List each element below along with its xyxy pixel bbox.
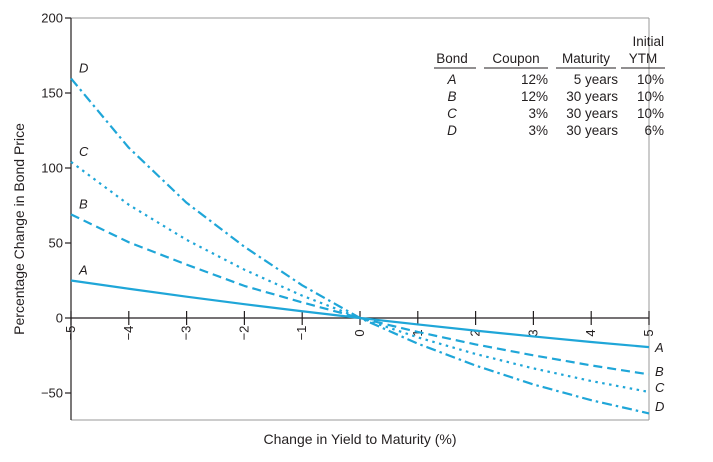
legend-cell: A xyxy=(446,72,456,87)
series-line-c xyxy=(70,160,650,394)
x-tick-label: 5 xyxy=(641,329,656,336)
legend-cell: 3% xyxy=(528,123,548,138)
legend-cell: 12% xyxy=(521,89,548,104)
legend-cell: D xyxy=(447,123,457,138)
legend-cell: 30 years xyxy=(566,123,618,138)
x-tick-label: 2 xyxy=(468,329,483,336)
legend-cell: 10% xyxy=(637,106,664,121)
series-label-left-a: A xyxy=(78,263,88,278)
legend-header: Coupon xyxy=(492,51,539,66)
x-tick-label: 3 xyxy=(525,329,540,336)
series-label-right-c: C xyxy=(655,380,665,395)
x-tick-label: −2 xyxy=(236,326,251,341)
x-tick-label: 0 xyxy=(352,329,367,336)
y-tick-label: 150 xyxy=(41,86,63,101)
x-tick-label: 1 xyxy=(410,329,425,336)
y-tick-label: 100 xyxy=(41,161,63,176)
legend-cell: B xyxy=(447,89,456,104)
axis-ticks: 200 150 100 50 0 −50 −5 −4 −3 −2 −1 0 1 2 3 4 5 xyxy=(41,11,656,401)
legend-cell: 30 years xyxy=(566,106,618,121)
series-lines xyxy=(70,77,650,415)
chart-frame xyxy=(70,17,650,421)
x-axis-title: Change in Yield to Maturity (%) xyxy=(264,431,457,447)
legend-cell: 10% xyxy=(637,72,664,87)
series-label-left-b: B xyxy=(79,196,88,211)
legend-cell: C xyxy=(447,106,457,121)
x-tick-label: −4 xyxy=(121,326,136,341)
legend-header: YTM xyxy=(629,51,658,66)
series-line-b xyxy=(70,213,650,376)
legend-header-line1: Initial xyxy=(632,34,664,49)
y-tick-label: 50 xyxy=(49,236,63,251)
series-label-right-b: B xyxy=(655,364,664,379)
legend-cell: 3% xyxy=(528,106,548,121)
y-tick-label: −50 xyxy=(41,386,63,401)
series-label-right-a: A xyxy=(654,340,664,355)
y-tick-label: 200 xyxy=(41,11,63,26)
series-label-left-c: C xyxy=(79,144,89,159)
x-tick-label: −5 xyxy=(63,326,78,341)
x-tick-label: −1 xyxy=(294,326,309,341)
series-line-d xyxy=(70,77,650,415)
legend-cell: 12% xyxy=(521,72,548,87)
legend-cell: 30 years xyxy=(566,89,618,104)
y-axis-title: Percentage Change in Bond Price xyxy=(11,123,27,335)
legend-cell: 5 years xyxy=(574,72,619,87)
x-tick-label: 4 xyxy=(583,329,598,336)
bond-legend-table: Initial Bond Coupon Maturity YTM A 12% 5 years 1… xyxy=(434,34,665,138)
series-label-right-d: D xyxy=(655,399,664,414)
legend-header: Maturity xyxy=(562,51,610,66)
legend-cell: 10% xyxy=(637,89,664,104)
y-tick-label: 0 xyxy=(56,311,63,326)
series-label-left-d: D xyxy=(79,60,88,75)
legend-cell: 6% xyxy=(644,123,664,138)
x-tick-label: −3 xyxy=(179,326,194,341)
legend-header: Bond xyxy=(436,51,468,66)
